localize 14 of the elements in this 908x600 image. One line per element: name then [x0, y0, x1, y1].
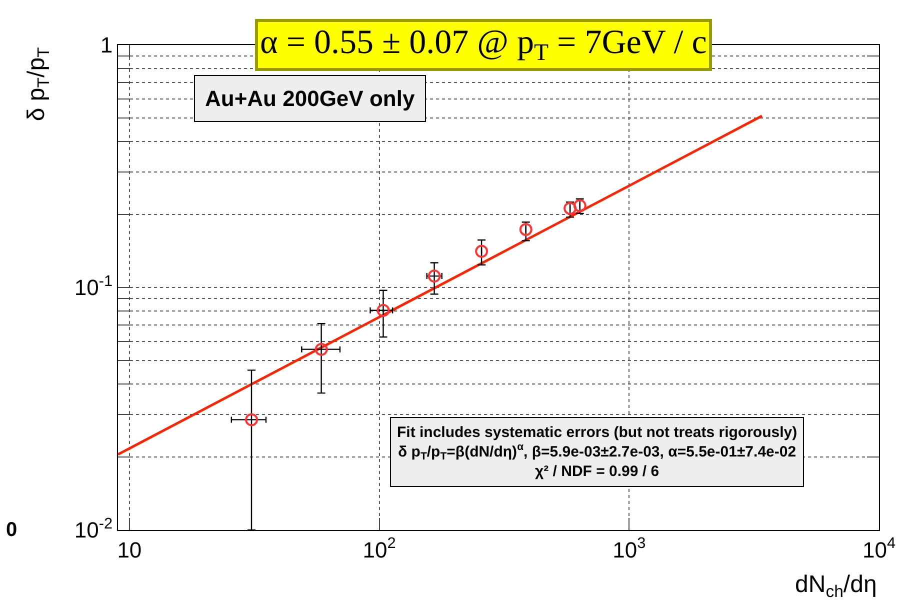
annotation: δ p$_{T}$/p$_{T}$=β(dN/dη)$^{α}$, β=5.9e-03±2.7e-03, α=5.5e-01±7.4e-02: [398, 441, 796, 463]
annotation: Au+Au 200GeV only: [205, 86, 416, 111]
y-tick-label: 10$^{-2}$: [74, 515, 113, 543]
chart-title: α = 0.55 ± 0.07 @ p$_{T}$ = 7GeV / c: [260, 24, 707, 66]
text: 0: [6, 519, 18, 541]
y-tick-label: 10$^{-1}$: [74, 272, 113, 300]
x-tick-label: 10: [117, 537, 142, 562]
x-tick-label: 10$^{4}$: [862, 535, 896, 562]
x-tick-label: 10$^{2}$: [362, 535, 396, 562]
annotation: Fit includes systematic errors (but not treats rigorously): [397, 424, 798, 441]
x-axis-title: dN$_{ch}$/dη: [795, 571, 877, 600]
y-tick-label: 1: [100, 32, 113, 58]
x-tick-label: 10$^{3}$: [612, 535, 646, 562]
annotation: χ² / NDF = 0.99 / 6: [534, 463, 660, 480]
